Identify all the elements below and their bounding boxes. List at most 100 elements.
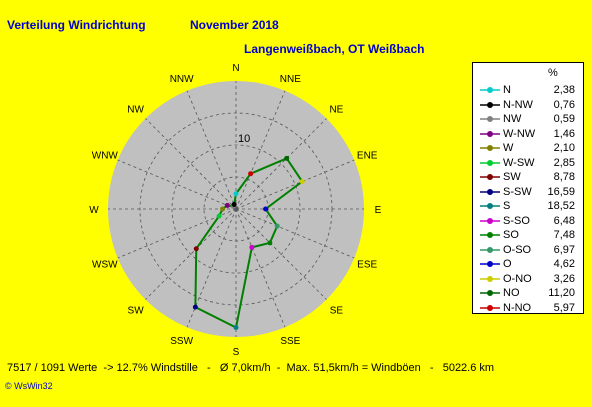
direction-label-ssw: SSW <box>170 336 193 347</box>
direction-label-w: W <box>89 205 99 216</box>
data-point-nne <box>248 171 254 177</box>
direction-label-wsw: WSW <box>92 259 118 270</box>
legend-value: 2,38 <box>553 84 575 96</box>
legend-item: S 18,52 <box>473 199 583 214</box>
legend-label: N-NW <box>503 98 533 111</box>
direction-label-sw: SW <box>128 305 145 316</box>
legend-symbol <box>480 232 500 238</box>
legend-symbol <box>480 304 500 311</box>
legend-value: 8,78 <box>553 171 575 183</box>
chart-month: November 2018 <box>190 18 279 32</box>
direction-label-ene: ENE <box>357 151 378 162</box>
legend-value: 6,48 <box>553 214 575 227</box>
legend-symbol <box>480 87 500 93</box>
legend-value: 0,76 <box>553 98 575 111</box>
legend-item: N-NO 5,97 <box>473 301 583 316</box>
legend-label: SO <box>503 229 519 241</box>
legend-value: 4,62 <box>553 258 575 270</box>
legend-item: S-SO 6,48 <box>473 214 583 229</box>
data-point-ssw <box>192 304 198 310</box>
legend-label: N-NO <box>503 301 532 314</box>
direction-label-e: E <box>375 205 382 216</box>
legend-symbol <box>480 261 500 267</box>
data-point-sse <box>249 244 255 250</box>
legend-symbol <box>480 246 500 253</box>
legend-value: 3,26 <box>553 272 575 285</box>
legend-label: SW <box>503 171 521 183</box>
legend-symbol <box>480 101 500 108</box>
legend-item: S-SW 16,59 <box>473 185 583 200</box>
data-point-ne <box>284 155 290 161</box>
legend-label: S-SW <box>503 185 532 198</box>
legend-value: 7,48 <box>553 229 575 241</box>
legend-label: W-NW <box>503 127 536 140</box>
footer-summary: 7517 / 1091 Werte -> 12.7% Windstille - … <box>7 362 495 374</box>
data-point-ene <box>299 179 305 185</box>
data-point-s <box>233 325 239 331</box>
legend-symbol <box>480 217 500 224</box>
legend-label: S <box>503 200 511 212</box>
legend-label: N <box>503 84 511 96</box>
legend-symbol <box>480 290 500 296</box>
legend-label: O-NO <box>503 272 532 285</box>
direction-label-ese: ESE <box>357 259 377 270</box>
legend-item: SW 8,78 <box>473 170 583 185</box>
legend-item: W 2,10 <box>473 141 583 156</box>
legend-label: NO <box>503 287 520 299</box>
legend-value: 0,59 <box>553 113 575 125</box>
legend-value: 11,20 <box>548 287 575 299</box>
chart-title: Verteilung Windrichtung <box>7 18 146 32</box>
legend-item: W-NW 1,46 <box>473 127 583 142</box>
ring-label: 10 <box>238 133 250 145</box>
legend-symbol <box>480 275 500 282</box>
data-point-wnw <box>224 202 230 208</box>
legend-item: O-NO 3,26 <box>473 272 583 287</box>
legend-item: NO 11,20 <box>473 286 583 301</box>
legend-symbol <box>480 203 500 209</box>
data-point-nnw <box>231 202 237 208</box>
data-point-w <box>220 206 226 212</box>
legend-symbol <box>480 159 500 166</box>
legend-item: SO 7,48 <box>473 228 583 243</box>
legend-value: 2,85 <box>553 156 575 169</box>
legend-value: 1,46 <box>553 127 575 140</box>
data-point-wsw <box>216 213 222 219</box>
direction-label-s: S <box>233 347 240 358</box>
legend-symbol <box>480 130 500 137</box>
legend-value: 6,97 <box>553 243 575 256</box>
direction-label-sse: SSE <box>280 336 300 347</box>
legend-label: O <box>503 258 512 270</box>
direction-label-ne: NE <box>329 105 343 116</box>
legend-symbol <box>480 174 500 180</box>
legend-item: NW 0,59 <box>473 112 583 127</box>
direction-label-se: SE <box>330 305 344 316</box>
legend-item: N-NW 0,76 <box>473 98 583 113</box>
data-point-n <box>233 191 239 197</box>
legend-label: W-SW <box>503 156 535 169</box>
direction-label-wnw: WNW <box>92 151 119 162</box>
legend-item: W-SW 2,85 <box>473 156 583 171</box>
legend: % N 2,38 N-NW 0,76 NW 0,59 W-NW 1,46 W 2,10 W-SW 2,… <box>472 62 584 314</box>
wswin-logo: © WsWin32 <box>5 381 53 391</box>
data-point-sw <box>193 246 199 252</box>
legend-value: 18,52 <box>547 200 575 212</box>
legend-item: O-SO 6,97 <box>473 243 583 258</box>
legend-item: O 4,62 <box>473 257 583 272</box>
legend-symbol <box>480 145 500 151</box>
legend-label: O-SO <box>503 243 532 256</box>
station-location: Langenweißbach, OT Weißbach <box>244 42 425 56</box>
legend-label: S-SO <box>503 214 530 227</box>
direction-label-nne: NNE <box>280 74 301 85</box>
data-point-ese <box>274 223 280 229</box>
data-point-e <box>263 206 269 212</box>
legend-value: 2,10 <box>553 142 575 154</box>
legend-label: W <box>503 142 514 154</box>
direction-label-nnw: NNW <box>170 74 194 85</box>
data-point-se <box>267 240 273 246</box>
legend-symbol <box>480 188 500 195</box>
grid-ring <box>171 144 301 274</box>
legend-item: N 2,38 <box>473 83 583 98</box>
legend-value: 5,97 <box>553 301 575 314</box>
legend-value: 16,59 <box>547 185 575 198</box>
